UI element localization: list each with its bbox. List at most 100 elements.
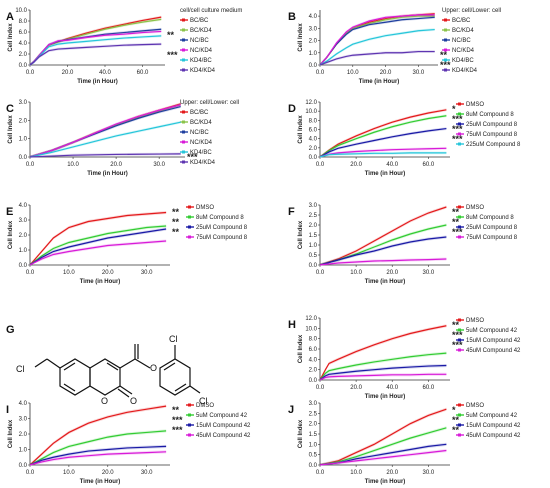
significance-marker: ** bbox=[172, 217, 180, 227]
significance-marker: ** bbox=[172, 405, 180, 415]
x-tick-label: 0.0 bbox=[316, 70, 325, 76]
legend-entry: DMSO bbox=[196, 403, 214, 409]
legend-marker bbox=[182, 58, 185, 62]
legend-entry: 5uM Compound 42 bbox=[466, 328, 518, 334]
y-tick-label: 12.0 bbox=[305, 316, 317, 322]
y-tick-label: 0.0 bbox=[19, 63, 28, 69]
legend-entry: 45uM Compound 42 bbox=[466, 433, 521, 439]
legend-marker bbox=[444, 48, 447, 52]
legend-entry: 25uM Compound 8 bbox=[466, 122, 518, 128]
legend-entry: 75uM Compound 8 bbox=[466, 132, 518, 138]
legend-marker bbox=[182, 160, 185, 164]
series-line bbox=[319, 127, 447, 158]
legend-entry: 25uM Compound 8 bbox=[196, 225, 248, 231]
legend-marker bbox=[458, 215, 461, 219]
series-line bbox=[319, 408, 447, 466]
legend-marker bbox=[188, 433, 191, 437]
x-tick-label: 60.0 bbox=[422, 385, 434, 391]
legend-marker bbox=[444, 38, 447, 42]
significance-marker: *** bbox=[452, 114, 463, 124]
chart-panel-a: A 0.0 2.0 4.0 6.0 8.0 10.0 0.0 20.0 40.0 60.0 Time … bbox=[6, 8, 242, 85]
significance-marker: *** bbox=[172, 425, 183, 435]
legend-marker bbox=[458, 102, 461, 106]
x-axis-label: Time (in Hour) bbox=[87, 171, 128, 177]
y-tick-label: 8.0 bbox=[309, 337, 318, 343]
y-tick-label: 6.0 bbox=[309, 347, 318, 353]
legend-entry: DMSO bbox=[466, 102, 484, 108]
series-line bbox=[29, 240, 167, 266]
legend-marker bbox=[188, 205, 191, 209]
chart-panel-i: I 0.0 1.0 2.0 3.0 4.0 0.0 10.0 20.0 30.0 Time (in … bbox=[6, 401, 251, 485]
legend-entry: DMSO bbox=[196, 205, 214, 211]
legend-entry: 25uM Compound 8 bbox=[466, 225, 518, 231]
x-tick-label: 10.0 bbox=[350, 270, 362, 276]
y-axis-label: Cell Index bbox=[298, 23, 304, 52]
legend-entry: 15uM Compound 42 bbox=[466, 423, 521, 429]
y-tick-label: 1.0 bbox=[19, 137, 28, 143]
y-tick-label: 12.0 bbox=[305, 100, 317, 106]
legend-entry: DMSO bbox=[466, 318, 484, 324]
series-error-band bbox=[30, 224, 167, 265]
significance-marker: *** bbox=[440, 60, 451, 70]
legend-marker bbox=[458, 112, 461, 116]
series-line bbox=[29, 225, 167, 266]
x-tick-label: 0.0 bbox=[316, 162, 325, 168]
y-tick-label: 1.5 bbox=[309, 432, 318, 438]
chem-atom-o-ester: O bbox=[150, 363, 157, 373]
x-tick-label: 10.0 bbox=[67, 162, 79, 168]
significance-marker: *** bbox=[167, 50, 178, 60]
legend-entry: 5uM Compound 42 bbox=[196, 413, 248, 419]
y-tick-label: 1.0 bbox=[19, 248, 28, 254]
chem-atom-cl-left: Cl bbox=[16, 364, 25, 374]
y-axis-label: Cell Index bbox=[8, 220, 14, 249]
legend-entry: 15uM Compound 42 bbox=[196, 423, 251, 429]
y-tick-label: 0.5 bbox=[309, 253, 318, 259]
legend-marker bbox=[182, 18, 185, 22]
panel-letter: B bbox=[288, 11, 296, 23]
y-tick-label: 0.0 bbox=[19, 263, 28, 269]
series-line bbox=[319, 373, 447, 381]
legend-entry: 45uM Compound 42 bbox=[196, 433, 251, 439]
x-tick-label: 20.0 bbox=[386, 470, 398, 476]
y-tick-label: 4.0 bbox=[309, 14, 318, 20]
significance-marker: ** bbox=[172, 227, 180, 237]
series-line bbox=[319, 206, 447, 266]
y-tick-label: 2.0 bbox=[19, 233, 28, 239]
series-error-band bbox=[30, 103, 181, 157]
panel-letter: H bbox=[288, 319, 296, 331]
x-axis-label: Time (in Hour) bbox=[365, 279, 406, 285]
legend-entry: 8uM Compound 8 bbox=[466, 112, 514, 118]
series-line bbox=[319, 364, 447, 381]
y-tick-label: 3.0 bbox=[309, 26, 318, 32]
x-tick-label: 10.0 bbox=[350, 470, 362, 476]
y-tick-label: 8.0 bbox=[309, 118, 318, 124]
series-line bbox=[29, 430, 167, 466]
legend-marker bbox=[182, 28, 185, 32]
series-error-band bbox=[320, 223, 447, 265]
legend-entry: 225uM Compound 8 bbox=[466, 142, 521, 148]
y-tick-label: 6.0 bbox=[19, 30, 28, 36]
x-tick-label: 20.0 bbox=[62, 70, 74, 76]
y-tick-label: 3.0 bbox=[19, 100, 28, 106]
y-tick-label: 2.0 bbox=[309, 39, 318, 45]
y-tick-label: 2.0 bbox=[309, 422, 318, 428]
legend-marker bbox=[188, 225, 191, 229]
y-tick-label: 3.0 bbox=[309, 203, 318, 209]
y-axis-label: Cell Index bbox=[8, 419, 14, 448]
x-tick-label: 40.0 bbox=[99, 70, 111, 76]
chemical-structure: G Cl O O bbox=[6, 324, 208, 406]
legend-marker bbox=[458, 318, 461, 322]
y-tick-label: 2.0 bbox=[309, 146, 318, 152]
legend-entry: DMSO bbox=[466, 205, 484, 211]
significance-marker: * bbox=[452, 104, 456, 114]
y-axis-label: Cell Index bbox=[8, 23, 14, 52]
legend-marker bbox=[458, 413, 461, 417]
x-tick-label: 20.0 bbox=[350, 385, 362, 391]
series-error-band bbox=[320, 324, 447, 380]
chem-atom-o-carbonyl: O bbox=[130, 396, 137, 406]
y-tick-label: 3.0 bbox=[309, 401, 318, 407]
legend-marker bbox=[182, 140, 185, 144]
significance-marker: * bbox=[452, 405, 456, 415]
panel-letter: A bbox=[6, 11, 14, 23]
x-tick-label: 20.0 bbox=[102, 270, 114, 276]
